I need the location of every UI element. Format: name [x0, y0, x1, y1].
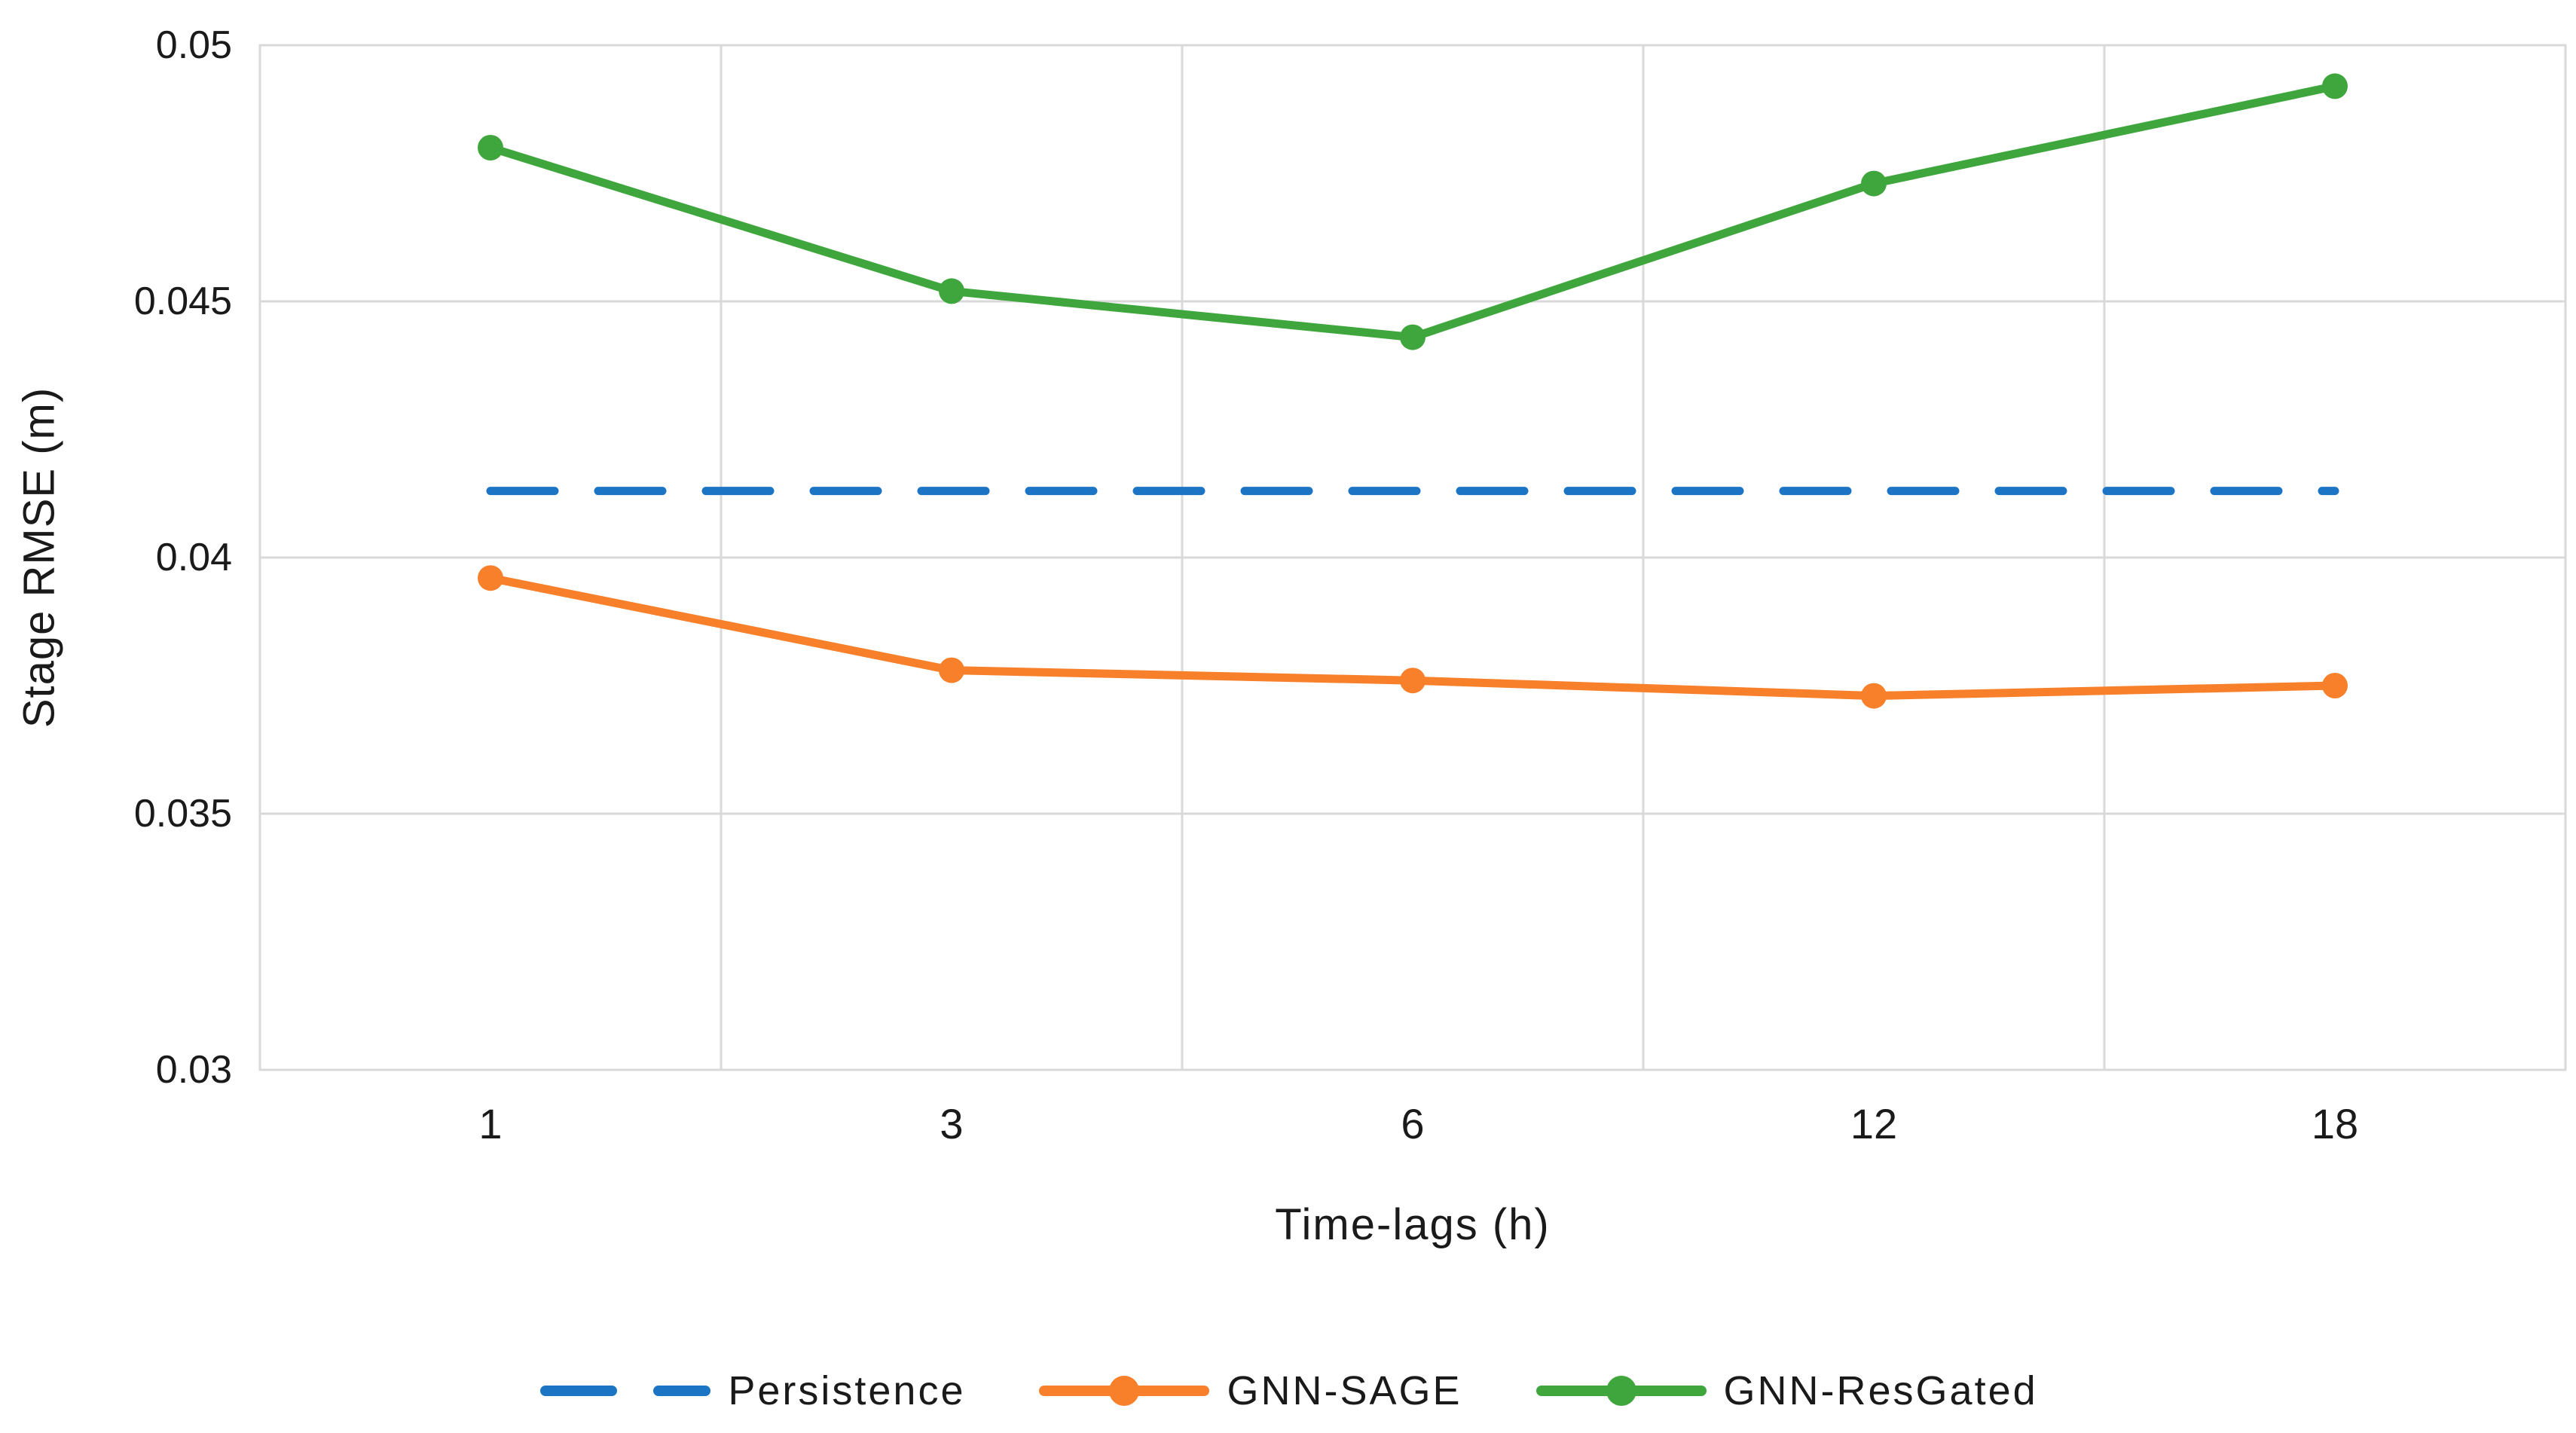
x-axis-tick-label: 12: [1850, 1100, 1898, 1147]
y-axis-title: Stage RMSE (m): [14, 387, 64, 729]
legend-label: GNN-ResGated: [1723, 1368, 2038, 1413]
legend-item-gnn-resgated: GNN-ResGated: [1534, 1364, 2038, 1417]
x-axis-tick-label: 18: [2311, 1100, 2359, 1147]
legend: Persistence GNN-SAGE GNN-ResGated: [0, 1353, 2576, 1428]
y-axis-tick-label: 0.05: [155, 23, 232, 67]
legend-item-persistence: Persistence: [538, 1364, 965, 1417]
y-axis-tick-label: 0.045: [133, 280, 232, 323]
legend-label: GNN-SAGE: [1227, 1368, 1462, 1413]
dashed-line-swatch-icon: [540, 1386, 711, 1396]
x-axis-tick-label: 1: [478, 1100, 503, 1147]
x-axis-title: Time-lags (h): [1275, 1200, 1551, 1249]
x-axis-tick-label: 6: [1401, 1100, 1425, 1147]
line-marker-swatch-icon: [1536, 1376, 1707, 1406]
legend-item-gnn-sage: GNN-SAGE: [1037, 1364, 1462, 1417]
x-axis-tick-label: 3: [940, 1100, 964, 1147]
legend-label: Persistence: [728, 1368, 966, 1413]
y-axis-tick-label: 0.035: [133, 792, 232, 836]
line-marker-swatch-icon: [1039, 1376, 1210, 1406]
y-axis-tick-label: 0.04: [155, 536, 232, 579]
y-axis-tick-label: 0.03: [155, 1048, 232, 1092]
